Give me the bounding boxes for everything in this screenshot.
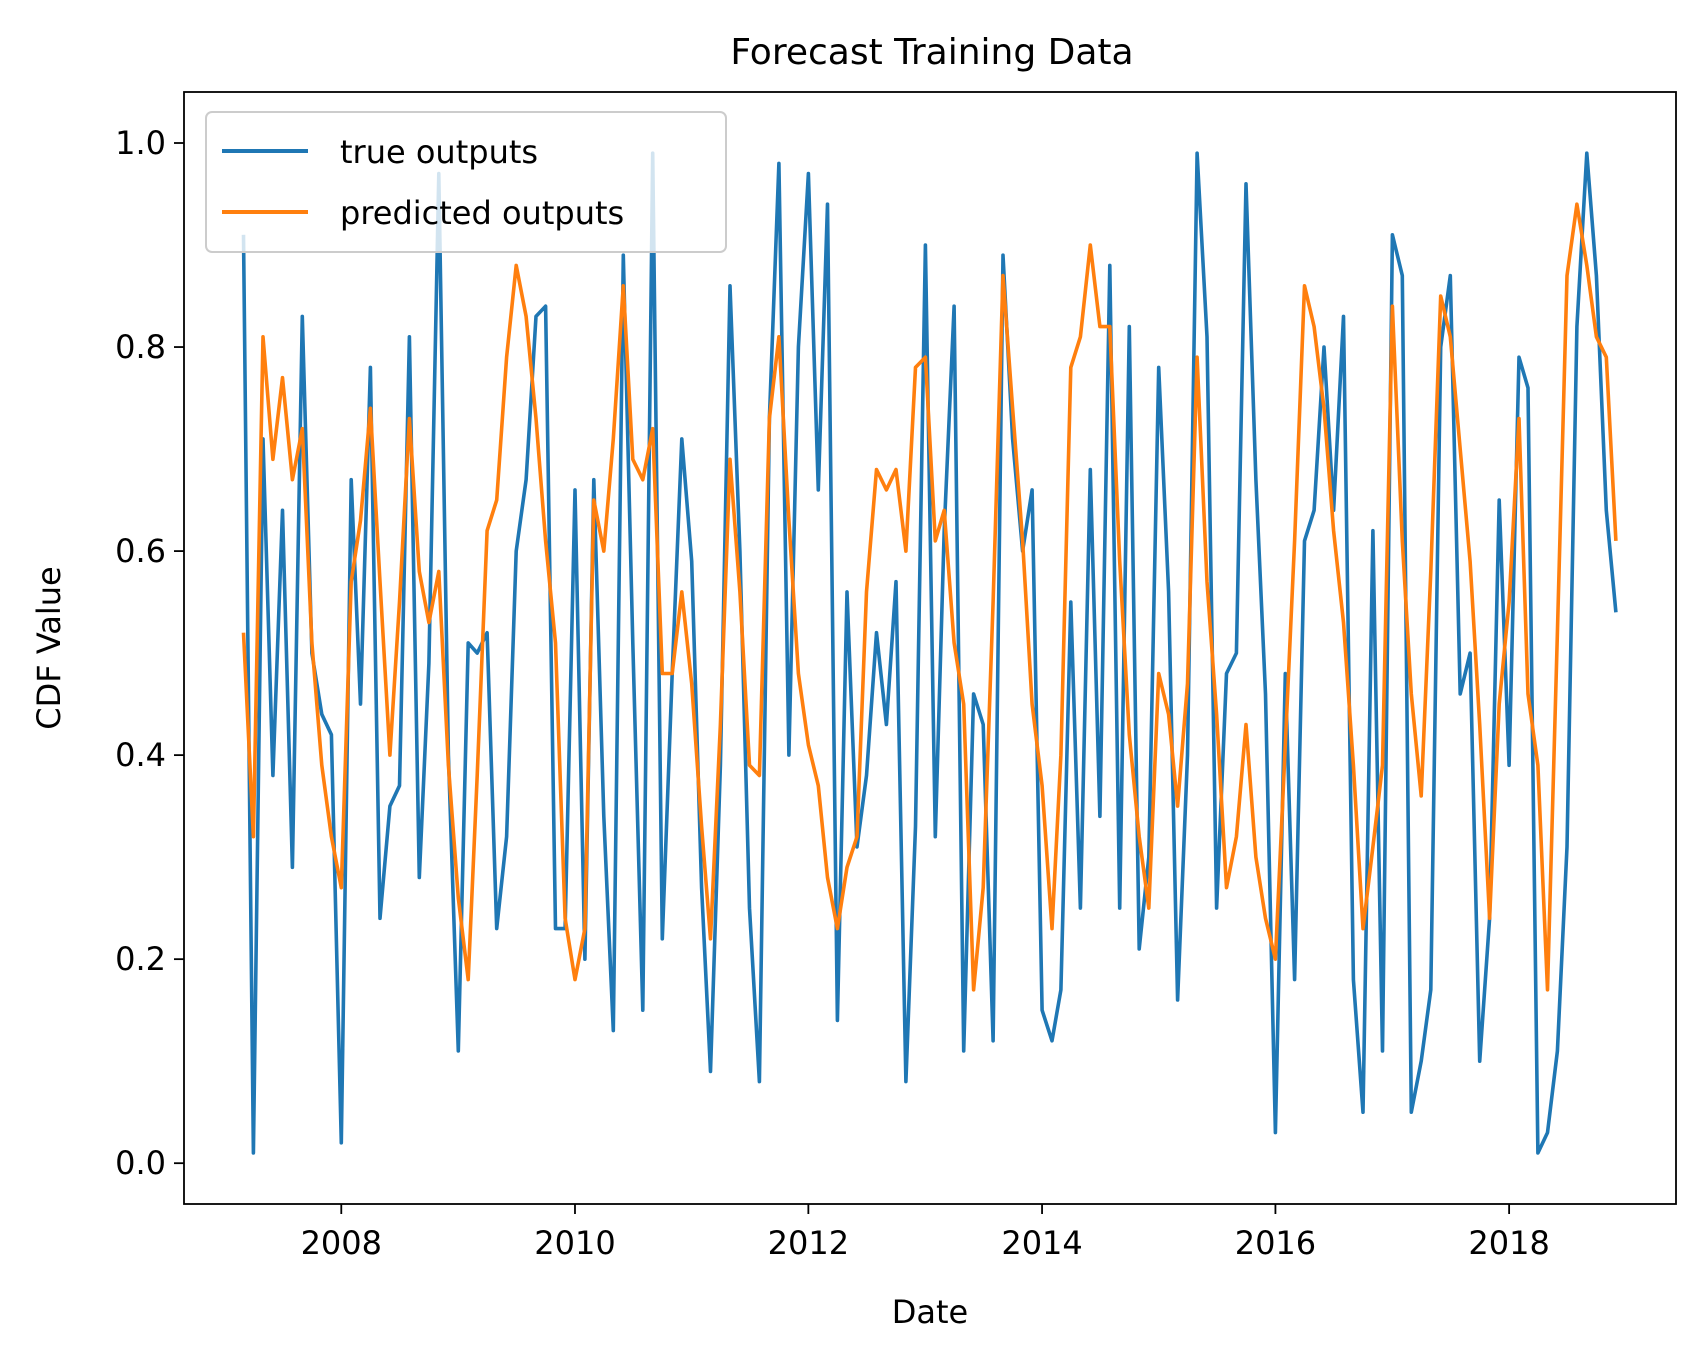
x-tick-label: 2018	[1468, 1224, 1549, 1262]
y-axis-label: CDF Value	[30, 566, 68, 729]
plot-area	[184, 92, 1676, 1204]
series-layer	[241, 151, 1618, 1155]
x-axis: 2008 2010 2012 2014 2016 2018	[301, 1204, 1550, 1262]
x-tick-label: 2008	[301, 1224, 382, 1262]
series-line-predicted-outputs	[241, 202, 1618, 992]
plot-background	[184, 92, 1676, 1204]
y-tick-label: 0.8	[115, 328, 166, 366]
legend: true outputs predicted outputs	[205, 111, 727, 253]
legend-label-predicted-outputs: predicted outputs	[340, 194, 624, 232]
series-line-true-outputs	[241, 151, 1618, 1155]
y-tick-label: 1.0	[115, 124, 166, 162]
plot-frame	[183, 91, 1677, 1205]
x-tick-label: 2014	[1001, 1224, 1082, 1262]
y-tick-label: 0.0	[115, 1144, 166, 1182]
x-tick-label: 2012	[768, 1224, 849, 1262]
y-tick-label: 0.4	[115, 736, 166, 774]
chart-title: Forecast Training Data	[730, 32, 1133, 73]
y-tick-label: 0.2	[115, 940, 166, 978]
legend-box	[205, 111, 727, 253]
x-tick-label: 2016	[1235, 1224, 1316, 1262]
y-axis: 0.0 0.2 0.4 0.6 0.8 1.0	[115, 124, 184, 1182]
y-tick-label: 0.6	[115, 532, 166, 570]
x-tick-label: 2010	[534, 1224, 615, 1262]
x-axis-label: Date	[892, 1293, 968, 1331]
legend-label-true-outputs: true outputs	[340, 133, 538, 171]
